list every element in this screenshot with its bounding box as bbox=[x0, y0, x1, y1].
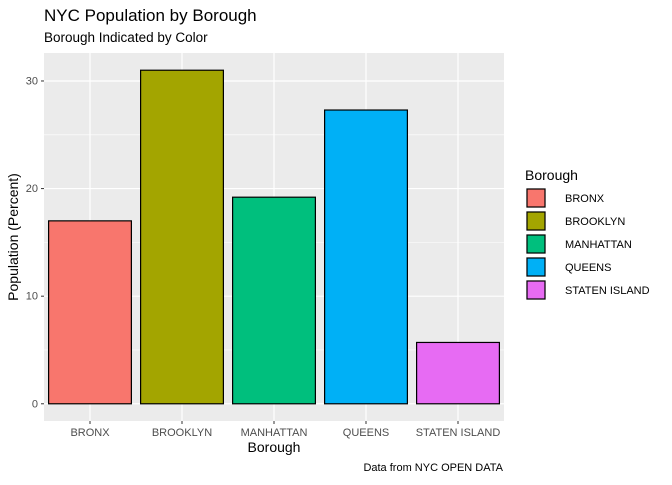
x-axis-ticks: BRONX BROOKLYN MANHATTAN QUEENS STATEN ISLAN… bbox=[70, 421, 500, 439]
legend-items: BRONX BROOKLYN MANHATTAN QUEENS STATEN ISLAN… bbox=[526, 188, 650, 300]
x-axis-title: Borough bbox=[248, 439, 301, 455]
y-tick-label: 10 bbox=[26, 291, 38, 303]
y-axis-title: Population (Percent) bbox=[5, 173, 21, 301]
legend-swatch bbox=[526, 211, 546, 231]
x-tick-label: STATEN ISLAND bbox=[416, 427, 501, 439]
legend-label: QUEENS bbox=[565, 262, 611, 274]
y-axis-ticks: 0 10 20 30 bbox=[26, 75, 44, 410]
bar bbox=[416, 341, 501, 405]
chart-title: NYC Population by Borough bbox=[44, 6, 257, 25]
y-tick-label: 30 bbox=[26, 75, 38, 87]
chart-caption: Data from NYC OPEN DATA bbox=[363, 462, 503, 474]
legend-swatch bbox=[526, 234, 546, 254]
legend-label: STATEN ISLAND bbox=[565, 285, 650, 297]
legend-label: BRONX bbox=[565, 193, 605, 205]
x-tick-label: MANHATTAN bbox=[241, 427, 308, 439]
y-tick-label: 0 bbox=[32, 398, 38, 410]
x-tick-label: BROOKLYN bbox=[152, 427, 212, 439]
legend: Borough BRONX BROOKLYN MANHATTAN QUEENS STAT… bbox=[525, 167, 650, 300]
chart-subtitle: Borough Indicated by Color bbox=[44, 30, 208, 45]
bar bbox=[324, 109, 409, 405]
bar bbox=[140, 69, 225, 405]
legend-swatch bbox=[526, 280, 546, 300]
x-tick-label: BRONX bbox=[70, 427, 110, 439]
legend-label: MANHATTAN bbox=[565, 239, 632, 251]
legend-title: Borough bbox=[525, 167, 578, 183]
legend-swatch bbox=[526, 257, 546, 277]
bar bbox=[47, 220, 133, 405]
legend-label: BROOKLYN bbox=[565, 216, 625, 228]
x-tick-label: QUEENS bbox=[343, 427, 389, 439]
bars-layer bbox=[47, 69, 501, 405]
bar bbox=[232, 196, 317, 405]
legend-swatch bbox=[526, 188, 546, 208]
y-tick-label: 20 bbox=[26, 183, 38, 195]
